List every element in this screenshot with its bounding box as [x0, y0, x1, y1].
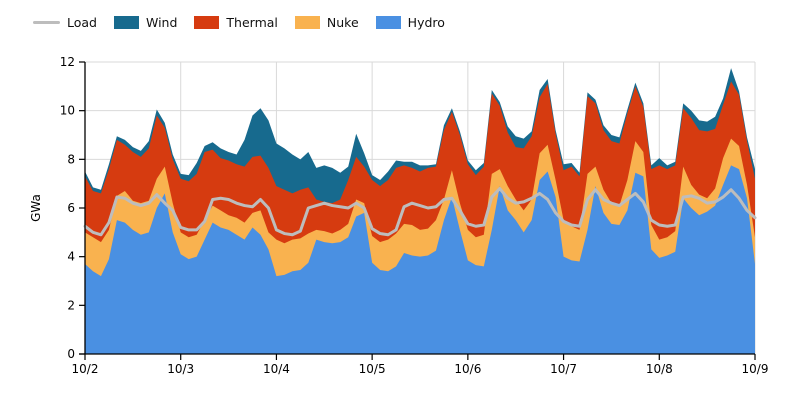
x-tick-label-1: 10/3 — [167, 362, 194, 376]
x-tick-label-0: 10/2 — [72, 362, 99, 376]
y-tick-label-6: 6 — [67, 201, 75, 215]
legend-item-wind[interactable]: Wind — [114, 15, 177, 30]
legend-item-nuke[interactable]: Nuke — [294, 15, 359, 30]
y-axis-title: GWa — [29, 194, 43, 222]
hydro-swatch — [375, 16, 401, 29]
nuke-swatch — [294, 16, 320, 29]
load-line — [83, 187, 757, 237]
legend-label-hydro: Hydro — [407, 15, 445, 30]
chart-legend: Load Wind Thermal Nuke Hydro — [33, 15, 445, 30]
legend-item-load[interactable]: Load — [33, 15, 97, 30]
x-tick-label-2: 10/4 — [263, 362, 290, 376]
y-tick-label-8: 8 — [67, 152, 75, 166]
legend-label-wind: Wind — [146, 15, 178, 30]
x-tick-label-5: 10/7 — [550, 362, 577, 376]
legend-item-hydro[interactable]: Hydro — [375, 15, 445, 30]
x-tick-label-7: 10/9 — [742, 362, 769, 376]
area-hydro — [85, 165, 755, 354]
thermal-swatch — [194, 16, 220, 29]
y-tick-label-2: 2 — [67, 298, 75, 312]
y-tick-label-0: 0 — [67, 347, 75, 361]
wind-swatch — [114, 16, 139, 29]
legend-label-nuke: Nuke — [326, 15, 359, 30]
legend-label-load: Load — [67, 15, 97, 30]
x-tick-label-6: 10/8 — [646, 362, 673, 376]
y-tick-label-10: 10 — [60, 104, 75, 118]
legend-label-thermal: Thermal — [226, 15, 278, 30]
legend-item-thermal[interactable]: Thermal — [194, 15, 278, 30]
load-line-swatch — [33, 20, 60, 25]
y-tick-label-12: 12 — [60, 55, 75, 69]
x-tick-label-4: 10/6 — [454, 362, 481, 376]
x-tick-label-3: 10/5 — [359, 362, 386, 376]
y-tick-label-4: 4 — [67, 250, 75, 264]
